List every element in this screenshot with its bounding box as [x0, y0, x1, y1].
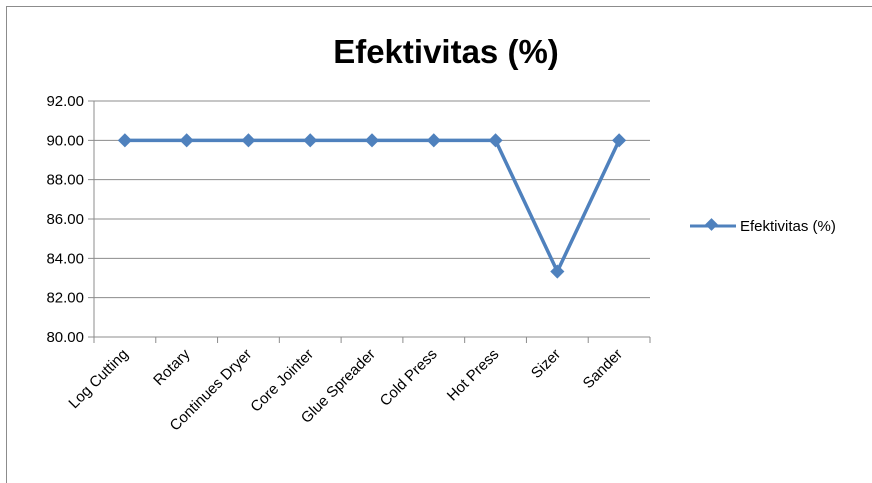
x-tick-label: Log Cutting	[65, 346, 131, 412]
y-tick-label: 86.00	[46, 211, 84, 228]
x-tick-label: Cold Press	[377, 346, 441, 410]
data-point	[364, 133, 380, 148]
y-tick-label: 90.00	[46, 132, 84, 149]
legend-marker	[705, 218, 718, 231]
y-tick-label: 80.00	[46, 329, 84, 346]
data-point	[612, 133, 627, 148]
data-point	[426, 133, 441, 148]
data-point	[303, 133, 318, 148]
data-point	[179, 133, 194, 148]
y-tick-label: 92.00	[46, 93, 84, 110]
x-tick-label: Sander	[580, 346, 626, 392]
y-tick-labels: 80.00 82.00 84.00 86.00 88.00 90.00 92.00	[46, 93, 84, 346]
chart-frame	[6, 6, 872, 483]
chart-title: Efektivitas (%)	[333, 33, 559, 70]
legend-label: Efektivitas (%)	[740, 218, 836, 235]
data-point	[241, 133, 256, 148]
data-point	[488, 133, 503, 148]
series-line	[124, 138, 621, 274]
x-tick-label: Rotary	[150, 345, 194, 389]
axes	[93, 101, 651, 343]
data-point	[117, 133, 132, 148]
y-tick-label: 88.00	[46, 172, 84, 189]
legend: Efektivitas (%)	[690, 218, 836, 235]
y-tick-label: 82.00	[46, 290, 84, 307]
data-point	[550, 264, 565, 279]
series-group	[117, 133, 627, 279]
x-tick-label: Hot Press	[444, 346, 503, 405]
y-tick-label: 84.00	[46, 250, 84, 267]
x-tick-label: Sizer	[528, 346, 564, 382]
